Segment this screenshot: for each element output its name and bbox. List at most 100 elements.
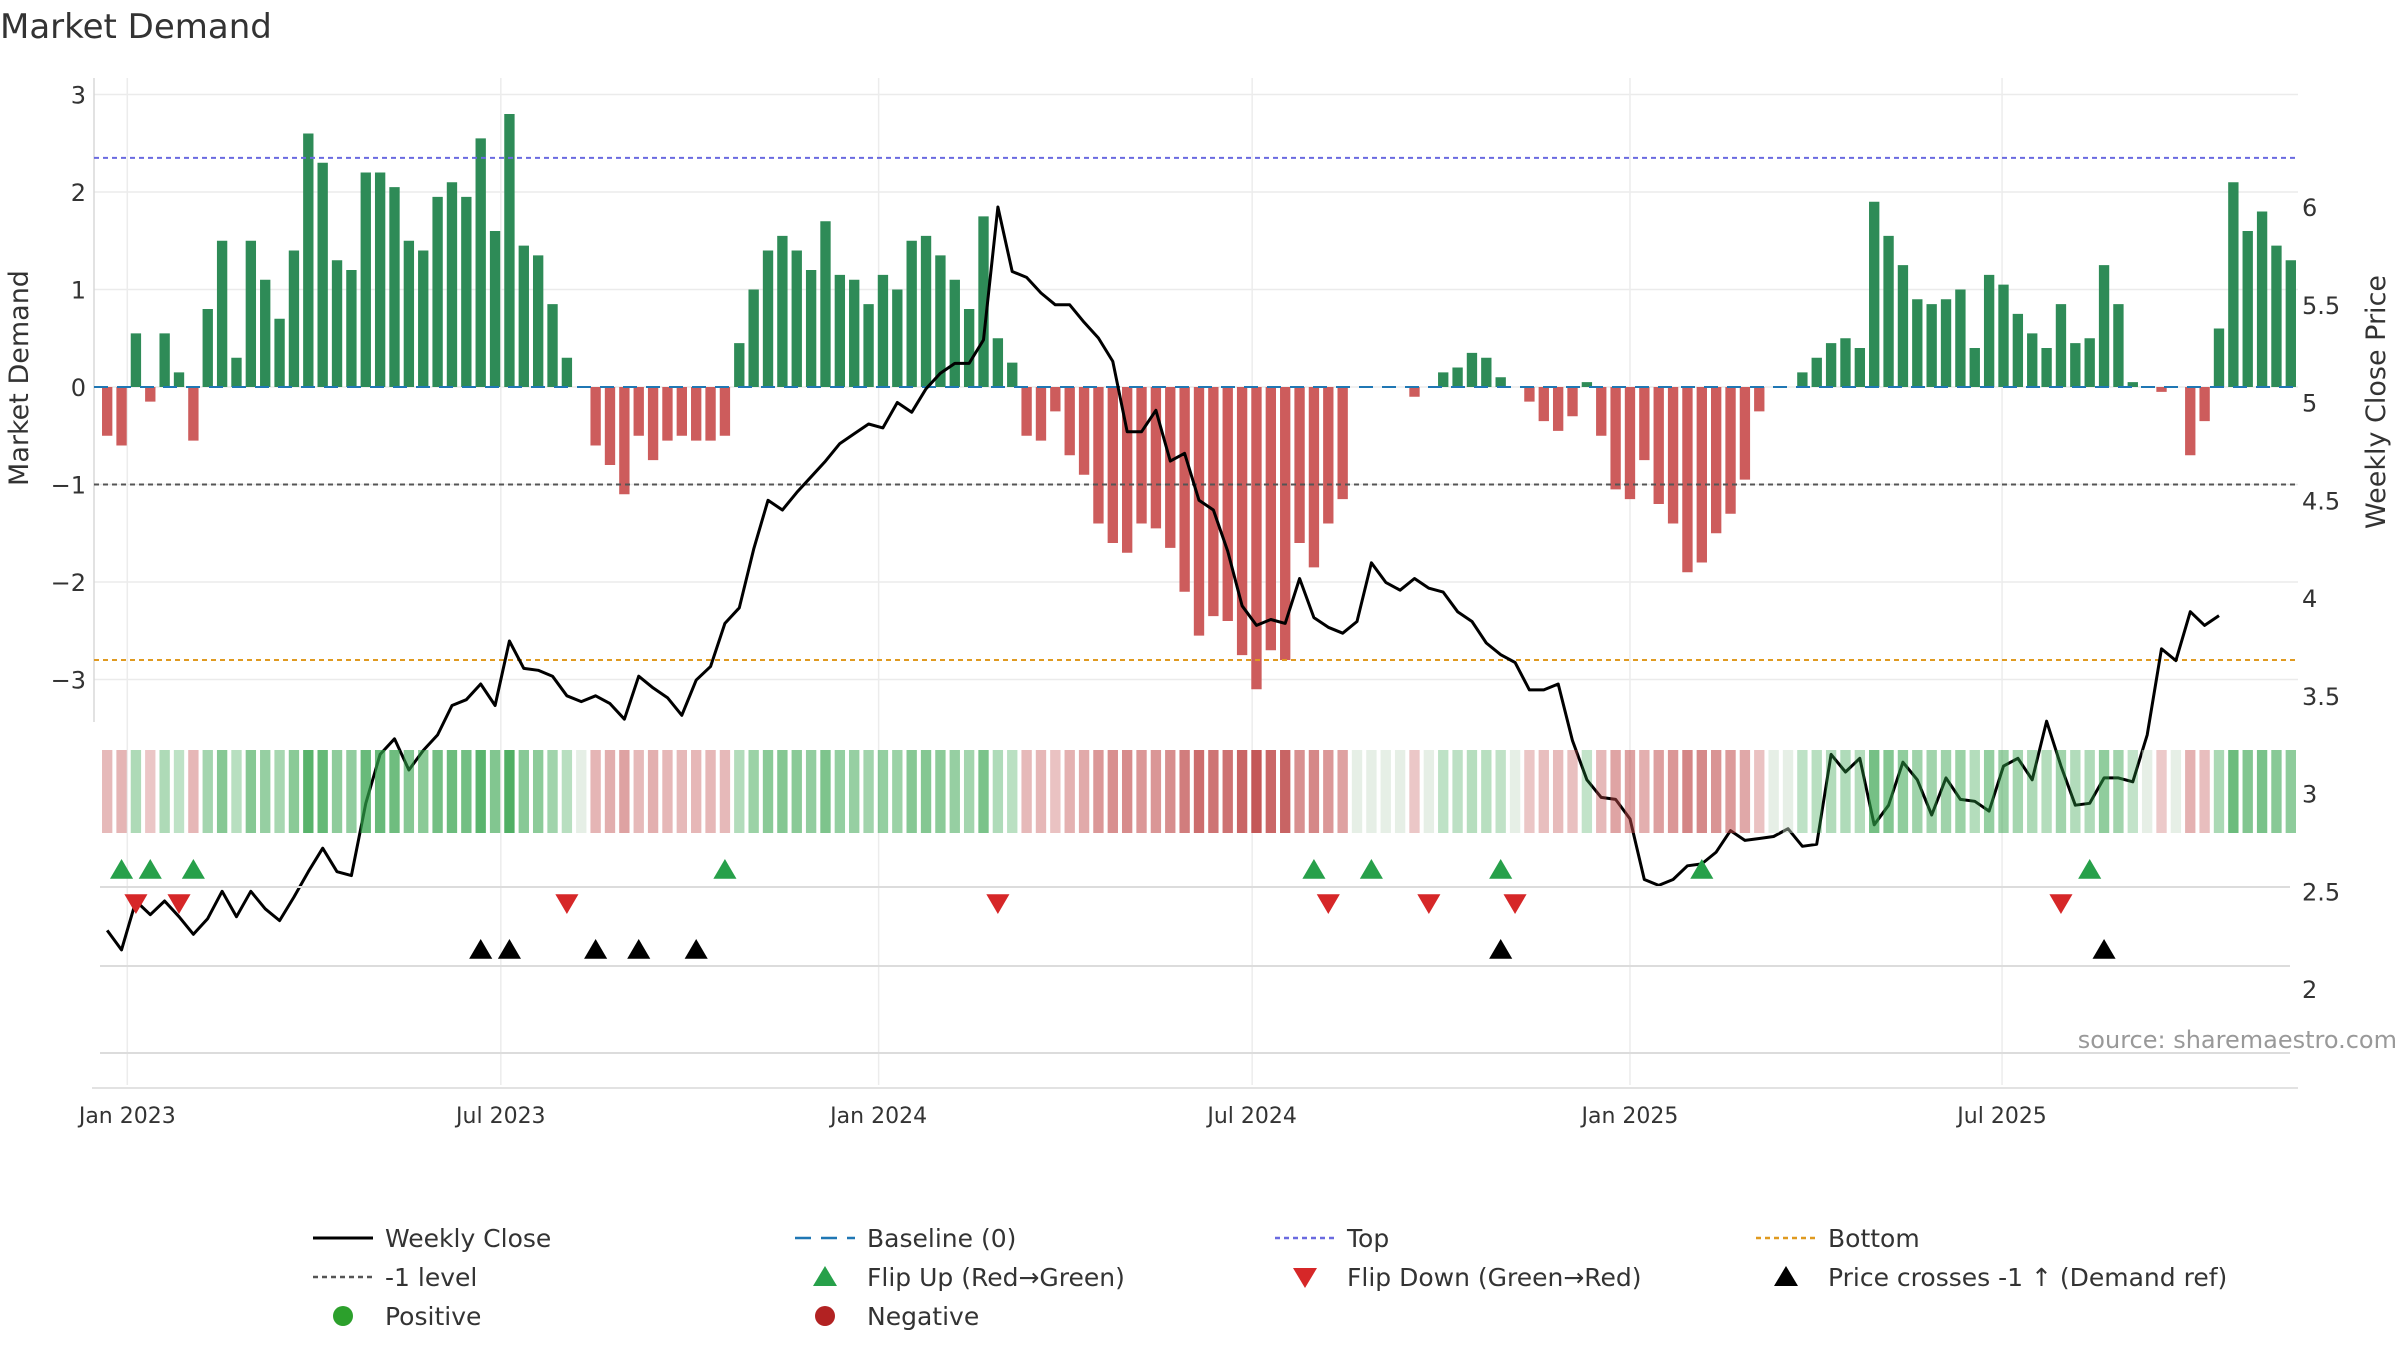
heat-strip-cell (1007, 750, 1018, 833)
demand-bar-negative (102, 387, 113, 436)
heat-strip-cell (446, 750, 458, 833)
heat-strip-cell (1538, 750, 1549, 833)
price-cross-marker (627, 939, 651, 959)
heat-strip-cell (2027, 750, 2038, 833)
heat-strip-cell (1811, 750, 1822, 833)
flip-down-marker (986, 894, 1010, 914)
demand-bar-positive (1854, 348, 1866, 387)
demand-bar-positive (1797, 372, 1808, 387)
demand-bar-positive (1983, 274, 1995, 387)
heat-strip-cell (1926, 750, 1937, 833)
heat-strip-cell (2012, 750, 2024, 833)
demand-bar-positive (504, 114, 515, 387)
demand-bar-positive (260, 279, 271, 387)
demand-bar-negative (1639, 387, 1650, 461)
x-tick-label: Jul 2023 (454, 1104, 546, 1129)
heat-strip-cell (1107, 750, 1118, 833)
demand-bar-positive (2041, 348, 2052, 387)
heat-strip-cell (1653, 750, 1664, 833)
heat-strip-cell (145, 750, 156, 833)
heat-strip-cell (1524, 750, 1535, 833)
heat-strip-cell (906, 750, 917, 833)
flip-up-marker (2078, 859, 2102, 879)
demand-bar-positive (331, 260, 343, 387)
demand-bar-negative (1552, 387, 1564, 431)
heat-strip-cell (892, 750, 903, 833)
demand-bar-negative (2156, 387, 2167, 392)
flip-up-marker (181, 859, 205, 879)
heat-strip-cell (1639, 750, 1650, 833)
heat-strip-cell (1236, 750, 1248, 833)
demand-bar-positive (389, 187, 400, 387)
heat-strip-cell (1035, 750, 1047, 833)
heat-strip-cell (1093, 750, 1104, 833)
heat-strip-cell (1280, 750, 1291, 833)
demand-bar-positive (2228, 182, 2239, 387)
demand-bar-positive (2012, 313, 2024, 387)
demand-bar-negative (1754, 387, 1765, 412)
demand-bar-negative (1323, 387, 1334, 524)
heat-strip-cell (1897, 750, 1909, 833)
demand-bar-positive (303, 133, 314, 387)
heat-strip-cell (303, 750, 314, 833)
demand-bar-negative (1409, 387, 1420, 397)
heat-strip-cell (547, 750, 558, 833)
flip-up-marker (138, 859, 162, 879)
legend-top-label: Top (1346, 1224, 1389, 1253)
demand-bar-positive (2242, 231, 2253, 387)
heat-strip-cell (1165, 750, 1176, 833)
demand-bar-positive (1811, 357, 1822, 387)
demand-bar-positive (231, 357, 242, 387)
heat-strip-cell (1294, 750, 1305, 833)
demand-bar-negative (705, 387, 716, 441)
heat-strip-cell (863, 750, 874, 833)
demand-bar-positive (216, 240, 228, 387)
flip-down-marker (167, 894, 191, 914)
demand-bar-positive (2027, 333, 2038, 387)
demand-bar-negative (1294, 387, 1305, 543)
heat-strip-cell (619, 750, 630, 833)
price-cross-marker (584, 939, 608, 959)
heat-strip-cell (633, 750, 644, 833)
demand-bar-negative (1021, 387, 1032, 436)
heat-strip-cell (1739, 750, 1751, 833)
demand-bar-positive (1495, 377, 1506, 387)
heat-strip-cell (2213, 750, 2225, 833)
heat-strip-cell (877, 750, 889, 833)
demand-bar-positive (1912, 299, 1923, 387)
flip-down-marker (124, 894, 148, 914)
demand-bar-negative (1739, 387, 1751, 480)
legend-flip-up-swatch (813, 1266, 837, 1286)
heat-strip-cell (1696, 750, 1707, 833)
demand-bar-positive (2098, 265, 2110, 387)
heat-strip-cell (949, 750, 960, 833)
heat-strip-cell (432, 750, 443, 833)
demand-bar-positive (346, 270, 357, 387)
flip-up-marker (1690, 859, 1714, 879)
demand-bar-positive (2070, 343, 2081, 387)
demand-bar-negative (2185, 387, 2196, 456)
demand-bar-negative (604, 387, 616, 465)
demand-bar-positive (1955, 289, 1966, 387)
demand-bar-positive (461, 196, 472, 387)
heat-strip-cell (992, 750, 1004, 833)
heat-strip-cell (1423, 750, 1435, 833)
demand-bar-positive (2271, 245, 2282, 387)
demand-bar-positive (877, 274, 889, 387)
heat-strip-cell (1840, 750, 1851, 833)
demand-bar-negative (1093, 387, 1104, 524)
y-tick-label: −3 (51, 667, 86, 695)
heat-strip-cell (719, 750, 731, 833)
demand-bar-negative (590, 387, 601, 446)
heat-strip-cell (1624, 750, 1636, 833)
heat-strip-cell (1265, 750, 1277, 833)
heat-strip-cell (360, 750, 371, 833)
flip-up-marker (1302, 859, 1326, 879)
demand-bar-positive (1438, 372, 1449, 387)
flip-down-marker (1417, 894, 1441, 914)
heat-strip-cell (820, 750, 831, 833)
demand-bar-positive (935, 255, 946, 387)
demand-bar-positive (547, 304, 558, 387)
heat-strip-cell (1581, 750, 1593, 833)
heat-strip-cell (389, 750, 400, 833)
